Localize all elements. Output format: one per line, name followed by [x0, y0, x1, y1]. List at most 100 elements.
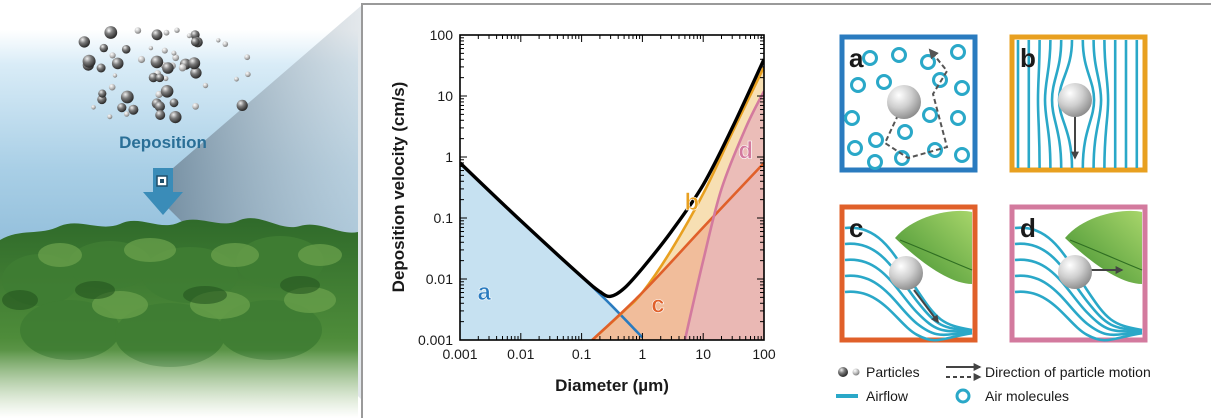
- particle-dark: [82, 54, 96, 68]
- inset-b-sedimentation: b: [1009, 34, 1148, 173]
- particle-light: [174, 27, 180, 33]
- particle-dark: [99, 43, 109, 53]
- air-molecule: [927, 142, 943, 158]
- particle-dark-icon: [838, 367, 848, 377]
- particle-dark: [160, 85, 174, 98]
- particle: [1058, 83, 1092, 117]
- particle-light: [107, 29, 112, 34]
- inset-c-letter: c: [849, 213, 863, 243]
- x-tick-label: 10: [695, 346, 711, 362]
- y-tick-label: 0.01: [426, 271, 453, 287]
- particle-dark: [169, 98, 179, 108]
- particle-dark: [155, 110, 166, 120]
- legend-direction: Direction of particle motion: [946, 363, 1151, 381]
- particle: [1058, 255, 1092, 289]
- particle-dark: [96, 63, 106, 73]
- airflow-line: [1036, 39, 1041, 169]
- airflow-line: [1014, 226, 1143, 332]
- air-molecule: [950, 110, 966, 126]
- leaf-icon: [1065, 210, 1142, 284]
- particle-light: [172, 54, 180, 62]
- air-molecule: [844, 110, 860, 126]
- particle-light: [148, 45, 154, 51]
- air-molecule: [862, 50, 878, 66]
- y-tick-label: 10: [437, 88, 453, 104]
- legend-air-molecules-label: Air molecules: [985, 388, 1069, 404]
- air-molecule: [897, 124, 913, 140]
- series-label-b: b: [684, 189, 699, 216]
- x-tick-label: 0.001: [442, 346, 477, 362]
- deposition-label: Deposition: [119, 133, 207, 152]
- tick-labels: 0.001 0.01 0.1 1 10 100 0.001 0.01 0.1 1 10 100: [418, 27, 776, 362]
- particle-light: [163, 29, 170, 36]
- airflow-line: [1081, 39, 1096, 169]
- air-molecule: [847, 140, 863, 156]
- airflow-line: [844, 258, 973, 333]
- particle-dark: [120, 90, 134, 104]
- y-tick-label: 1: [445, 149, 453, 165]
- particle-dark: [236, 99, 248, 111]
- air-molecule: [850, 77, 866, 93]
- series-line-d: [683, 90, 764, 340]
- airflow-line: [1043, 39, 1052, 169]
- particle-cloud: [78, 26, 251, 124]
- series-line-c: [591, 162, 764, 340]
- plot-frame: [459, 34, 765, 341]
- inset-a-diffusion: a: [839, 34, 978, 173]
- particle: [889, 256, 923, 290]
- particle-light: [244, 54, 251, 61]
- legend-airflow: Airflow: [836, 388, 909, 404]
- y-axis-label: Deposition velocity (cm/s): [389, 82, 408, 293]
- particle-light: [124, 111, 130, 117]
- particle-dark: [111, 57, 124, 70]
- series-label-d: d: [738, 137, 753, 164]
- air-molecule: [876, 74, 892, 90]
- particle-dark: [188, 57, 201, 70]
- leaf-vein: [1069, 239, 1143, 271]
- particle-light: [245, 71, 251, 78]
- airflow-line: [1014, 290, 1143, 342]
- airflow-lines: [844, 226, 973, 342]
- particle-light: [222, 41, 229, 47]
- air-molecule: [891, 47, 907, 63]
- air-molecule: [932, 72, 948, 88]
- air-molecule: [868, 132, 884, 148]
- airflow-line: [1014, 242, 1143, 333]
- air-molecules: [844, 44, 970, 170]
- particle-dark: [162, 62, 174, 74]
- particle-light: [137, 55, 146, 64]
- x-tick-label: 0.1: [572, 346, 592, 362]
- particle-light: [171, 50, 177, 56]
- airflow-lines: [1014, 226, 1143, 342]
- air-molecule: [954, 147, 970, 163]
- forest-canopy: [0, 218, 358, 418]
- airflow-line: [1092, 39, 1103, 169]
- particle-light: [161, 47, 168, 54]
- airflow-line: [844, 274, 973, 336]
- air-molecule: [954, 80, 970, 96]
- deposition-chart: 0.001 0.01 0.1 1 10 100 0.001 0.01 0.1 1 10 100 a b c…: [389, 27, 776, 395]
- legend-air-molecules: Air molecules: [955, 388, 1069, 404]
- particle-light: [163, 75, 169, 82]
- legend-particles-label: Particles: [866, 364, 920, 380]
- inset-a-letter: a: [849, 43, 864, 73]
- particle-dark: [117, 103, 127, 113]
- airflow-line: [844, 226, 973, 332]
- figure-frame: [361, 3, 1211, 418]
- leaf-icon: [895, 210, 972, 284]
- particle-light: [112, 73, 118, 78]
- legend-particles: Particles: [838, 364, 920, 380]
- particle-light: [186, 33, 192, 39]
- legend-direction-label: Direction of particle motion: [985, 364, 1151, 380]
- y-tick-label: 0.1: [434, 210, 454, 226]
- air-molecule: [950, 44, 966, 60]
- particle-dark: [190, 37, 200, 47]
- y-tick-label: 100: [430, 27, 454, 43]
- inset-c-interception: c: [839, 204, 978, 343]
- particle-light: [234, 76, 239, 82]
- random-walk-path: [883, 48, 949, 160]
- particle-dark: [128, 104, 139, 115]
- legend: Particles Direction of particle motion A…: [836, 363, 1151, 404]
- particle: [887, 85, 921, 119]
